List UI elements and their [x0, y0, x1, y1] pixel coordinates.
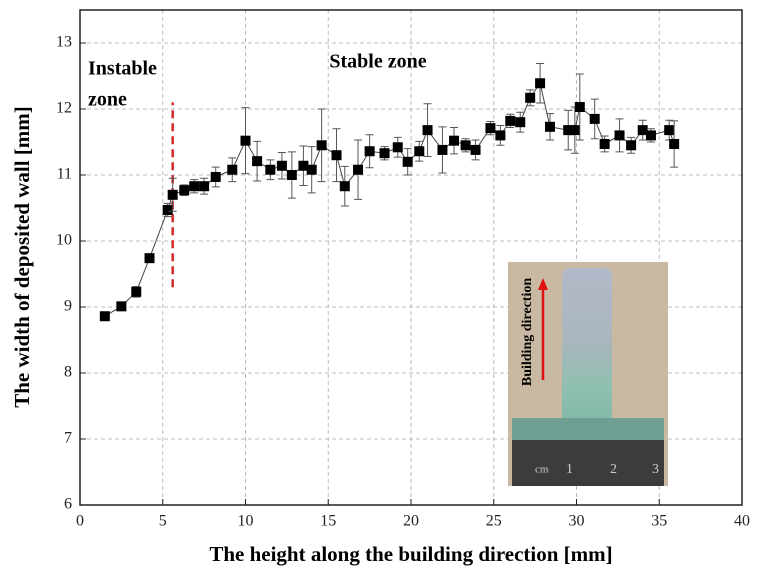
x-tick-label: 10	[238, 513, 254, 530]
data-point	[485, 123, 496, 134]
data-point	[614, 130, 625, 141]
x-tick-label: 40	[734, 513, 750, 530]
data-point	[515, 117, 526, 128]
data-point	[449, 135, 460, 146]
stable-label: Stable zone	[329, 51, 426, 73]
data-point	[240, 135, 251, 146]
data-point	[525, 92, 536, 103]
data-point	[131, 286, 142, 297]
data-point	[545, 121, 556, 132]
data-point	[265, 164, 276, 175]
data-point	[99, 311, 110, 322]
data-point	[227, 164, 238, 175]
y-axis-title: The width of deposited wall [mm]	[10, 106, 34, 408]
y-tick-label: 7	[64, 430, 72, 447]
y-tick-label: 6	[64, 496, 72, 513]
x-tick-label: 0	[76, 513, 84, 530]
data-point	[460, 140, 471, 151]
data-point	[392, 142, 403, 153]
data-point	[535, 78, 546, 89]
data-point	[379, 148, 390, 159]
arrow-head	[538, 278, 548, 290]
data-point	[306, 164, 317, 175]
x-tick-label: 5	[159, 513, 167, 530]
data-point	[199, 181, 210, 192]
data-point	[664, 125, 675, 136]
data-point	[252, 156, 263, 167]
ruler-label: 2	[610, 462, 617, 477]
data-point	[331, 150, 342, 161]
y-tick-label: 12	[56, 100, 72, 117]
x-tick-label: 15	[320, 513, 336, 530]
inset-label: Building direction	[520, 278, 535, 386]
ruler-label: 3	[652, 462, 659, 477]
inset-photo: Building direction cm 1 2 3	[508, 262, 668, 486]
y-tick-label: 10	[56, 232, 72, 249]
data-point	[422, 125, 433, 136]
y-tick-label: 8	[64, 364, 72, 381]
data-point	[298, 160, 309, 171]
data-point	[116, 301, 127, 312]
data-point	[339, 181, 350, 192]
data-point	[189, 181, 200, 192]
data-point	[626, 140, 637, 151]
data-point	[589, 113, 600, 124]
data-point	[569, 125, 580, 136]
x-axis-title: The height along the building direction …	[209, 542, 612, 566]
data-point	[167, 189, 178, 200]
data-point	[316, 140, 327, 151]
y-tick-label: 11	[57, 166, 72, 183]
data-point	[637, 125, 648, 136]
data-point	[437, 144, 448, 155]
ruler-label: cm	[535, 464, 549, 476]
instable-label: Instable	[88, 58, 157, 80]
data-point	[645, 130, 656, 141]
data-point	[563, 125, 574, 136]
data-point	[495, 130, 506, 141]
x-tick-label: 25	[486, 513, 502, 530]
x-tick-label: 20	[403, 513, 419, 530]
data-point	[179, 185, 190, 196]
data-point	[414, 146, 425, 157]
data-point	[286, 170, 297, 180]
instable-label: zone	[88, 89, 127, 111]
data-point	[364, 146, 375, 157]
substrate	[512, 418, 664, 440]
data-point	[276, 160, 287, 171]
data-point	[574, 102, 585, 113]
ruler-label: 1	[566, 462, 573, 477]
ruler	[512, 440, 664, 486]
data-point	[162, 204, 173, 215]
x-tick-label: 30	[569, 513, 585, 530]
data-point	[470, 144, 481, 155]
data-point	[402, 156, 413, 167]
wall-sample	[562, 268, 612, 438]
y-tick-label: 9	[64, 298, 72, 315]
y-tick-label: 13	[56, 34, 72, 51]
data-point	[669, 138, 680, 149]
data-point	[353, 164, 364, 175]
data-point	[210, 171, 221, 182]
x-tick-label: 35	[651, 513, 667, 530]
data-point	[144, 253, 155, 264]
data-point	[505, 115, 516, 126]
data-point	[599, 138, 610, 149]
